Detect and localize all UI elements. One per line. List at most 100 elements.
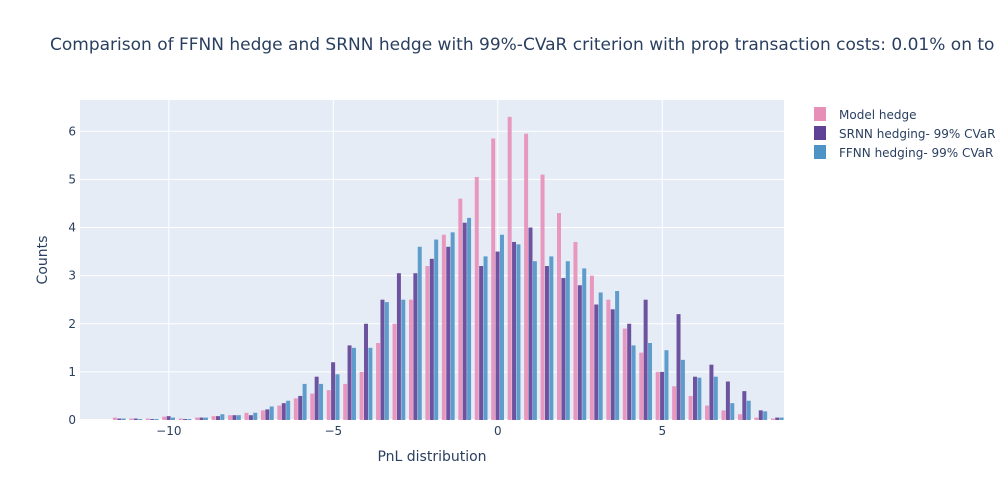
- bar-ffnn-hedging[interactable]: [171, 417, 176, 420]
- bar-ffnn-hedging[interactable]: [680, 359, 685, 420]
- bar-model-hedge[interactable]: [639, 352, 644, 420]
- bar-ffnn-hedging[interactable]: [121, 418, 126, 420]
- bar-model-hedge[interactable]: [376, 343, 381, 420]
- bar-srnn-hedging[interactable]: [610, 309, 615, 420]
- bar-model-hedge[interactable]: [145, 418, 150, 420]
- bar-model-hedge[interactable]: [228, 415, 233, 420]
- bar-model-hedge[interactable]: [737, 414, 742, 420]
- bar-ffnn-hedging[interactable]: [648, 343, 653, 420]
- bar-srnn-hedging[interactable]: [117, 418, 122, 420]
- bar-ffnn-hedging[interactable]: [631, 345, 636, 420]
- bar-srnn-hedging[interactable]: [479, 266, 484, 420]
- bar-ffnn-hedging[interactable]: [335, 374, 340, 420]
- bar-model-hedge[interactable]: [310, 393, 315, 420]
- bar-srnn-hedging[interactable]: [429, 258, 434, 420]
- bar-ffnn-hedging[interactable]: [434, 239, 439, 420]
- bar-ffnn-hedging[interactable]: [763, 411, 768, 420]
- bars[interactable]: [112, 116, 784, 421]
- bar-model-hedge[interactable]: [441, 234, 446, 420]
- bar-model-hedge[interactable]: [112, 417, 117, 420]
- bar-model-hedge[interactable]: [474, 176, 479, 420]
- bar-ffnn-hedging[interactable]: [269, 406, 274, 420]
- bar-srnn-hedging[interactable]: [709, 364, 714, 420]
- bar-srnn-hedging[interactable]: [594, 304, 599, 420]
- bar-ffnn-hedging[interactable]: [220, 414, 225, 420]
- bar-model-hedge[interactable]: [162, 416, 167, 420]
- bar-model-hedge[interactable]: [622, 328, 627, 420]
- bar-ffnn-hedging[interactable]: [615, 291, 620, 420]
- bar-srnn-hedging[interactable]: [413, 273, 418, 420]
- legend-item-ffnn-hedging[interactable]: FFNN hedging- 99% CVaR: [814, 145, 993, 160]
- bar-srnn-hedging[interactable]: [281, 403, 286, 420]
- bar-ffnn-hedging[interactable]: [319, 383, 324, 420]
- bar-model-hedge[interactable]: [326, 390, 331, 420]
- bar-ffnn-hedging[interactable]: [138, 419, 143, 420]
- bar-model-hedge[interactable]: [507, 116, 512, 420]
- bar-ffnn-hedging[interactable]: [450, 232, 455, 420]
- bar-ffnn-hedging[interactable]: [384, 302, 389, 420]
- bar-model-hedge[interactable]: [705, 405, 710, 420]
- bar-srnn-hedging[interactable]: [396, 273, 401, 420]
- bar-srnn-hedging[interactable]: [627, 323, 632, 420]
- bar-ffnn-hedging[interactable]: [730, 403, 735, 420]
- bar-ffnn-hedging[interactable]: [286, 400, 291, 420]
- bar-model-hedge[interactable]: [524, 133, 529, 420]
- bar-model-hedge[interactable]: [458, 198, 463, 420]
- bar-ffnn-hedging[interactable]: [401, 299, 406, 420]
- bar-model-hedge[interactable]: [557, 213, 561, 420]
- bar-ffnn-hedging[interactable]: [253, 412, 258, 420]
- bar-model-hedge[interactable]: [540, 174, 545, 420]
- legend[interactable]: Model hedge SRNN hedging- 99% CVaR FFNN …: [814, 107, 995, 160]
- bar-model-hedge[interactable]: [672, 386, 677, 420]
- bar-model-hedge[interactable]: [655, 371, 660, 420]
- bar-model-hedge[interactable]: [491, 138, 496, 421]
- bar-srnn-hedging[interactable]: [643, 299, 648, 420]
- bar-srnn-hedging[interactable]: [380, 299, 385, 420]
- legend-item-srnn-hedging[interactable]: SRNN hedging- 99% CVaR: [814, 126, 995, 141]
- bar-srnn-hedging[interactable]: [561, 278, 566, 420]
- bar-srnn-hedging[interactable]: [298, 395, 303, 420]
- bar-ffnn-hedging[interactable]: [713, 376, 718, 420]
- bar-model-hedge[interactable]: [293, 398, 298, 420]
- bar-ffnn-hedging[interactable]: [154, 419, 159, 420]
- bar-ffnn-hedging[interactable]: [664, 350, 669, 420]
- bar-srnn-hedging[interactable]: [166, 416, 171, 420]
- bar-srnn-hedging[interactable]: [314, 376, 319, 420]
- bar-srnn-hedging[interactable]: [248, 415, 253, 420]
- bar-model-hedge[interactable]: [425, 266, 430, 420]
- bar-srnn-hedging[interactable]: [215, 416, 220, 420]
- bar-model-hedge[interactable]: [770, 418, 775, 420]
- bar-srnn-hedging[interactable]: [265, 409, 270, 420]
- bar-ffnn-hedging[interactable]: [582, 268, 587, 420]
- bar-srnn-hedging[interactable]: [775, 417, 780, 420]
- bar-srnn-hedging[interactable]: [133, 418, 138, 420]
- bar-srnn-hedging[interactable]: [660, 371, 665, 420]
- bar-ffnn-hedging[interactable]: [467, 217, 472, 420]
- bar-model-hedge[interactable]: [408, 299, 413, 420]
- bar-srnn-hedging[interactable]: [199, 417, 204, 420]
- bar-srnn-hedging[interactable]: [495, 251, 500, 420]
- bar-model-hedge[interactable]: [721, 410, 726, 420]
- bar-srnn-hedging[interactable]: [364, 323, 368, 420]
- bar-ffnn-hedging[interactable]: [746, 400, 751, 420]
- bar-ffnn-hedging[interactable]: [203, 417, 208, 420]
- bar-ffnn-hedging[interactable]: [697, 377, 702, 420]
- bar-model-hedge[interactable]: [359, 371, 364, 420]
- bar-ffnn-hedging[interactable]: [417, 246, 422, 420]
- bar-srnn-hedging[interactable]: [331, 362, 336, 420]
- bar-srnn-hedging[interactable]: [446, 246, 451, 420]
- bar-ffnn-hedging[interactable]: [516, 244, 521, 420]
- bar-ffnn-hedging[interactable]: [483, 256, 488, 420]
- bar-ffnn-hedging[interactable]: [368, 347, 373, 420]
- bar-model-hedge[interactable]: [277, 405, 282, 420]
- bar-ffnn-hedging[interactable]: [598, 292, 603, 420]
- bar-model-hedge[interactable]: [573, 241, 578, 420]
- bar-ffnn-hedging[interactable]: [779, 417, 784, 420]
- bar-srnn-hedging[interactable]: [544, 266, 549, 420]
- bar-srnn-hedging[interactable]: [232, 415, 237, 420]
- bar-srnn-hedging[interactable]: [512, 241, 517, 420]
- bar-ffnn-hedging[interactable]: [187, 419, 192, 420]
- bar-srnn-hedging[interactable]: [462, 222, 467, 420]
- bar-ffnn-hedging[interactable]: [302, 383, 307, 420]
- bar-model-hedge[interactable]: [244, 412, 249, 420]
